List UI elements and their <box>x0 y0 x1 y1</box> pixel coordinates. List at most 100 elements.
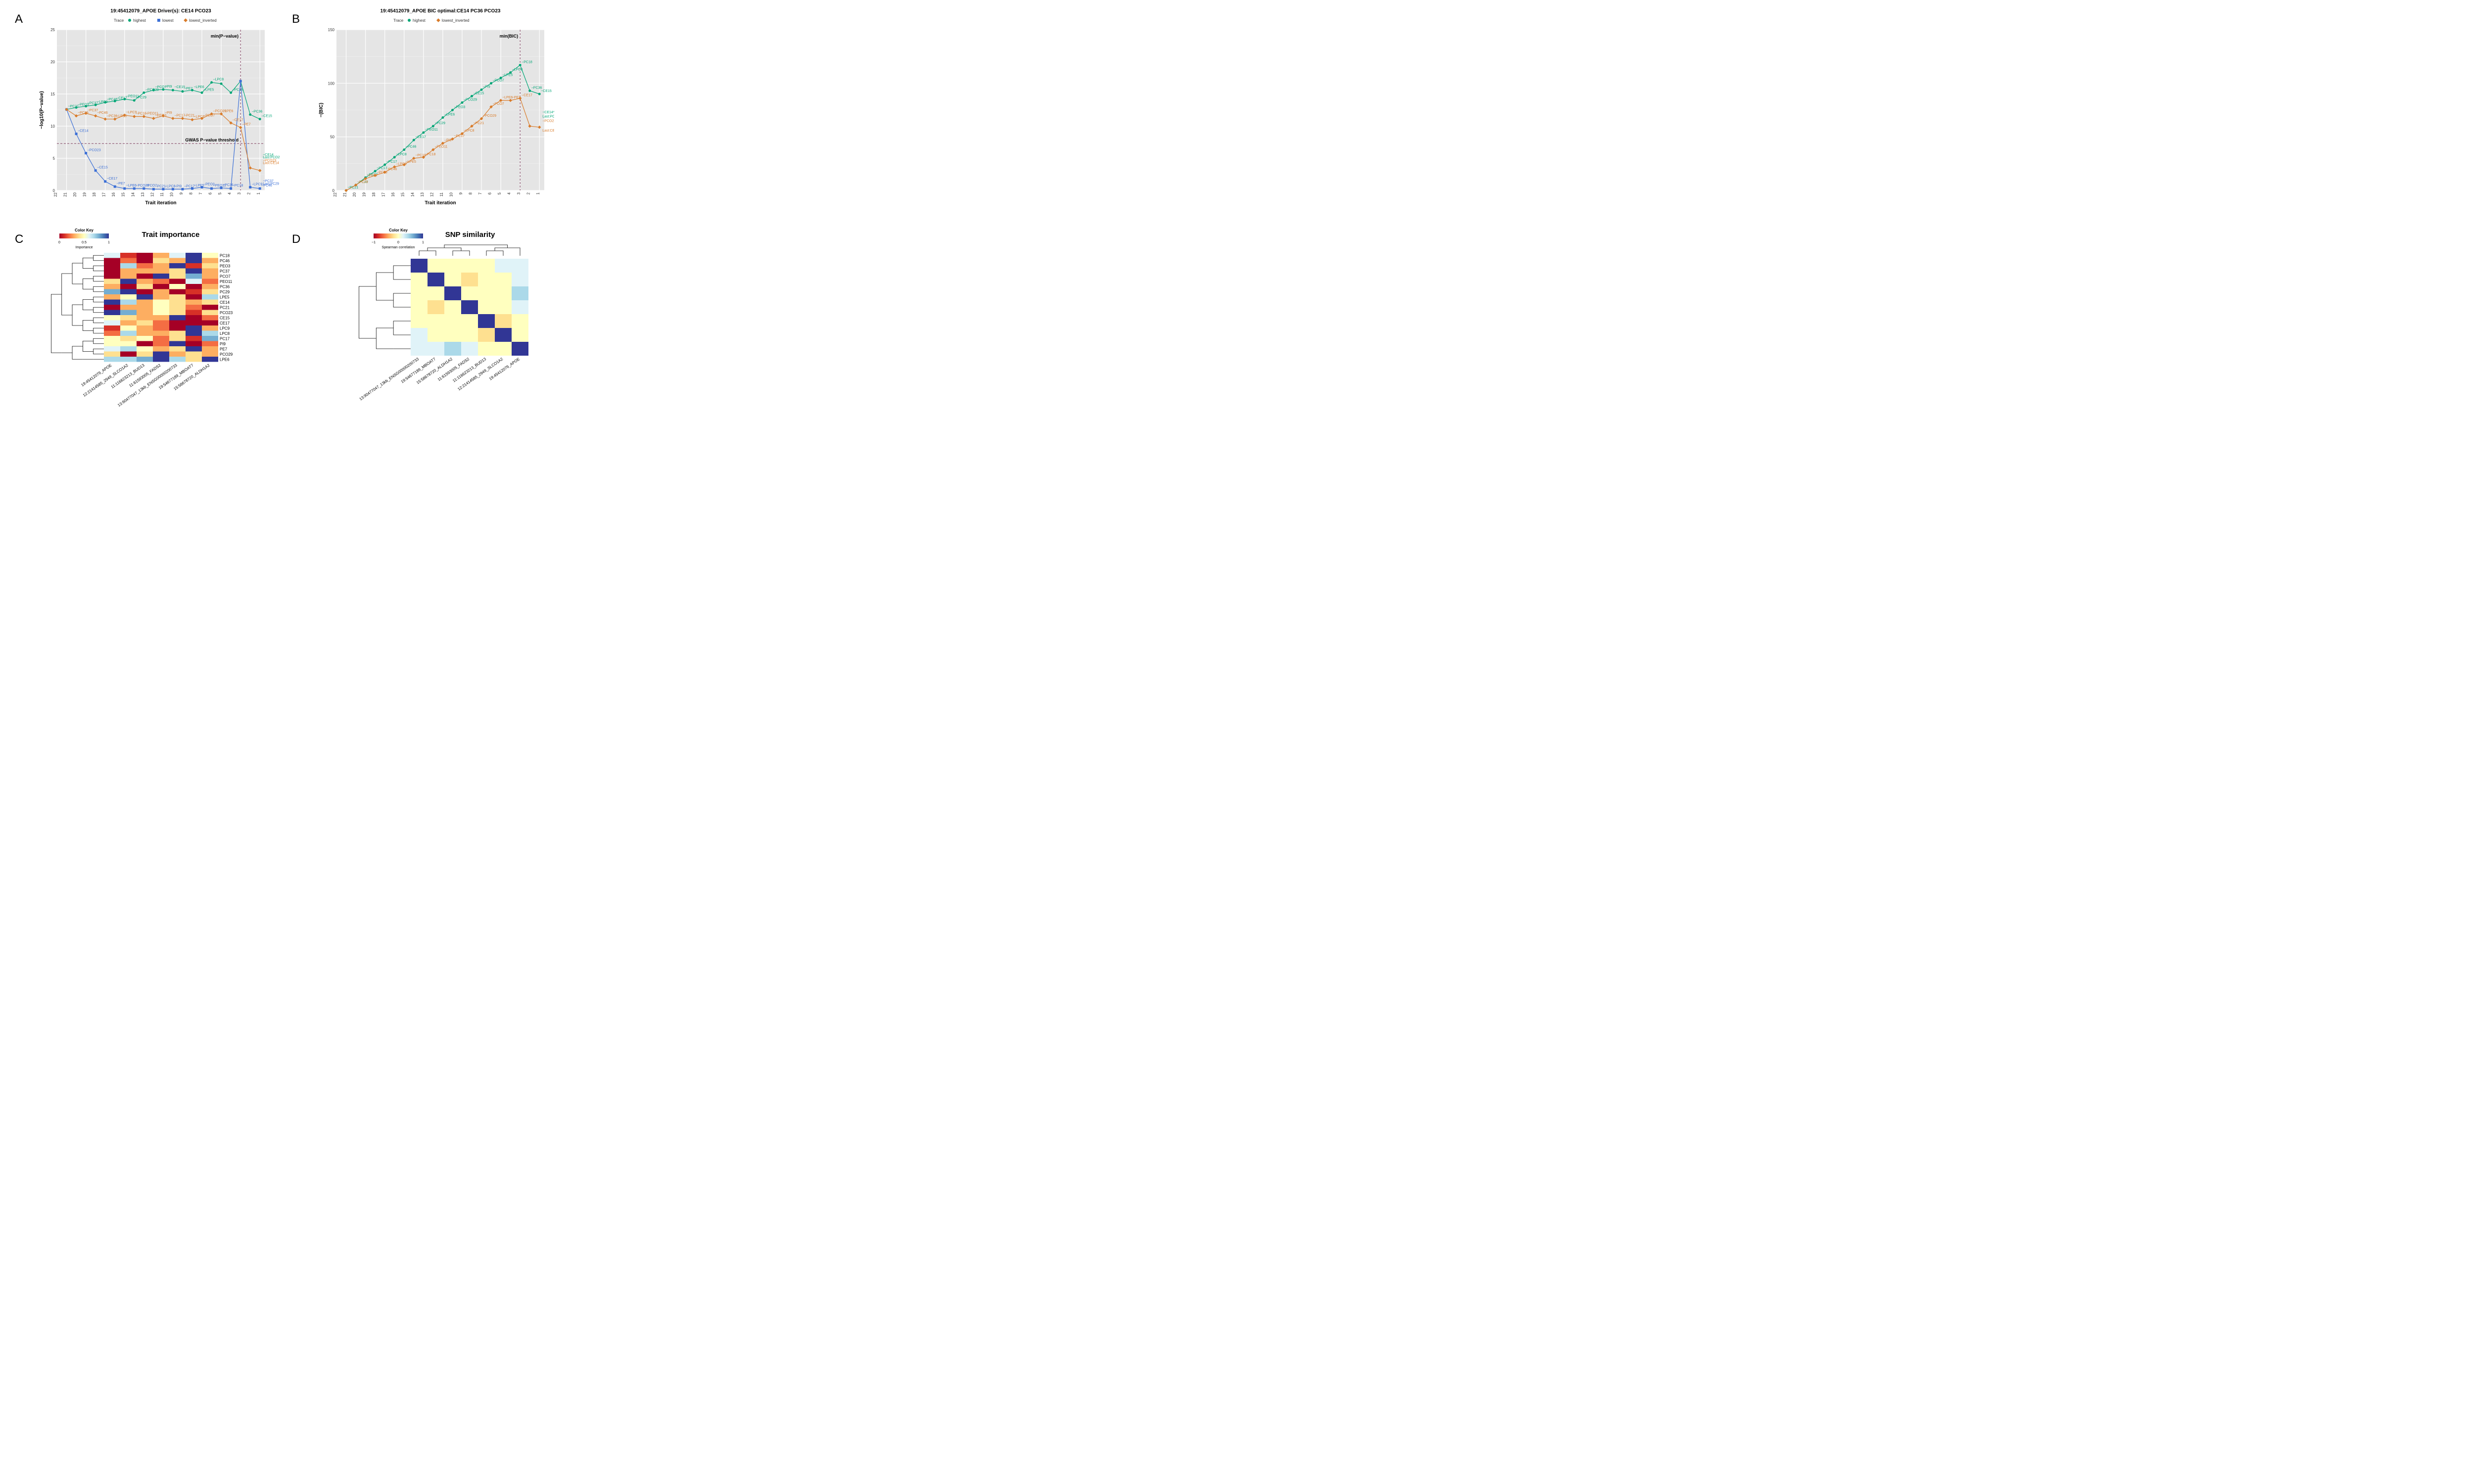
svg-text:−PC36: −PC36 <box>107 115 118 118</box>
svg-text:CE17: CE17 <box>220 321 230 325</box>
svg-text:16: 16 <box>111 192 116 196</box>
svg-text:10: 10 <box>169 192 174 196</box>
svg-text:5: 5 <box>53 156 55 161</box>
svg-text:Last:CE14*: Last:CE14* <box>542 129 554 133</box>
svg-text:8: 8 <box>189 192 193 194</box>
svg-text:11: 11 <box>439 192 444 196</box>
svg-text:−CE14*: −CE14* <box>542 111 554 114</box>
svg-text:19:45412079_APOE Driver(s): CE: 19:45412079_APOE Driver(s): CE14 PCO23 <box>110 8 211 14</box>
panel-label-a: A <box>15 12 23 26</box>
panel-label-c: C <box>15 232 23 246</box>
svg-text:10: 10 <box>50 124 55 129</box>
svg-text:−PC36: −PC36 <box>531 87 542 90</box>
svg-text:lowest_inverted: lowest_inverted <box>189 18 217 23</box>
svg-text:13:90477047_13kb_ENSG000002007: 13:90477047_13kb_ENSG00000200733 <box>359 357 420 402</box>
svg-text:0: 0 <box>53 188 55 193</box>
svg-text:12: 12 <box>429 192 434 196</box>
svg-text:−PC18: −PC18 <box>522 61 532 64</box>
svg-text:−PC36: −PC36 <box>252 110 263 114</box>
svg-text:17: 17 <box>102 192 106 196</box>
svg-text:SNP similarity: SNP similarity <box>445 231 495 239</box>
svg-text:0: 0 <box>333 188 335 193</box>
svg-text:−PC21: −PC21 <box>184 114 195 117</box>
panel-c-heatmap: Color Key00.51ImportanceTrait importance… <box>32 225 275 408</box>
svg-text:15: 15 <box>121 192 126 196</box>
svg-text:−PC29: −PC29 <box>136 96 146 99</box>
svg-text:−PC17: −PC17 <box>386 160 397 164</box>
svg-text:PI9: PI9 <box>220 342 226 346</box>
svg-text:−PCO7: −PCO7 <box>493 79 504 82</box>
svg-text:−PCO23: −PCO23 <box>88 149 101 152</box>
svg-text:PC18: PC18 <box>220 253 230 258</box>
svg-text:PE7: PE7 <box>220 347 228 351</box>
svg-text:−CE15: −CE15 <box>97 166 108 170</box>
svg-text:0.5: 0.5 <box>82 241 87 244</box>
svg-text:1: 1 <box>108 241 110 244</box>
svg-text:−PC46: −PC46 <box>97 111 108 115</box>
svg-text:PC17: PC17 <box>220 336 230 341</box>
panel-label-d: D <box>292 232 300 246</box>
svg-text:−LPE5: −LPE5 <box>406 160 416 164</box>
svg-text:Trace: Trace <box>393 18 404 23</box>
svg-text:150: 150 <box>328 28 335 32</box>
svg-text:−LPE6: −LPE6 <box>502 96 513 99</box>
svg-text:−PE7: −PE7 <box>242 123 250 127</box>
svg-text:−CE17: −CE17 <box>415 136 426 139</box>
svg-text:−CE15: −CE15 <box>174 86 185 89</box>
svg-text:−1: −1 <box>372 241 376 244</box>
svg-text:−PC18: −PC18 <box>233 184 243 187</box>
svg-text:Spearman correlation: Spearman correlation <box>382 246 415 249</box>
svg-text:PC29: PC29 <box>220 290 230 294</box>
svg-text:−log10(P−value): −log10(P−value) <box>39 91 45 129</box>
svg-text:−PC21: −PC21 <box>473 122 484 125</box>
svg-text:19:45412079_APOE BIC optimal:C: 19:45412079_APOE BIC optimal:CE14 PC36 P… <box>381 8 501 14</box>
svg-text:CE14: CE14 <box>220 300 230 305</box>
svg-text:21: 21 <box>63 192 68 196</box>
svg-text:PCO29: PCO29 <box>220 352 233 357</box>
svg-text:−PE7: −PE7 <box>116 182 125 186</box>
svg-text:PC36: PC36 <box>220 284 230 289</box>
svg-text:−PCO23: −PCO23 <box>542 119 554 123</box>
svg-text:−PC29: −PC29 <box>357 181 368 184</box>
svg-text:22: 22 <box>53 192 58 196</box>
svg-text:−PI9: −PI9 <box>165 111 172 115</box>
svg-text:−LPC9: −LPC9 <box>252 183 263 186</box>
svg-text:min(P−value): min(P−value) <box>211 34 238 39</box>
svg-text:LPE5: LPE5 <box>220 295 230 299</box>
svg-text:lowest: lowest <box>162 18 174 23</box>
svg-text:−PI9: −PI9 <box>483 85 490 89</box>
svg-text:−PEO11: −PEO11 <box>425 128 438 132</box>
svg-text:2: 2 <box>247 192 251 194</box>
svg-text:4: 4 <box>228 192 232 194</box>
svg-text:−PCO29: −PCO29 <box>483 114 496 118</box>
panel-a-chart: 19:45412079_APOE Driver(s): CE14 PCO23 Tr… <box>32 7 280 220</box>
svg-text:−PC18: −PC18 <box>425 153 436 156</box>
svg-text:−PC17: −PC17 <box>377 167 387 170</box>
svg-text:Trace: Trace <box>114 18 124 23</box>
svg-text:0: 0 <box>397 241 399 244</box>
svg-text:−PC17: −PC17 <box>174 114 185 117</box>
svg-text:16: 16 <box>391 192 395 196</box>
svg-text:−LPE5: −LPE5 <box>203 88 214 92</box>
svg-text:5: 5 <box>497 192 502 194</box>
svg-text:−PC21: −PC21 <box>155 185 166 188</box>
svg-text:15: 15 <box>401 192 405 196</box>
svg-text:Last:CE14: Last:CE14 <box>263 162 279 165</box>
svg-text:highest: highest <box>413 18 426 23</box>
svg-text:−LPC8: −LPC8 <box>396 153 407 156</box>
svg-text:LPE6: LPE6 <box>220 357 230 362</box>
svg-text:highest: highest <box>133 18 146 23</box>
svg-text:PC37: PC37 <box>220 269 230 274</box>
svg-text:19: 19 <box>83 192 87 196</box>
svg-text:20: 20 <box>73 192 77 196</box>
svg-text:−LPE6: −LPE6 <box>193 86 204 89</box>
svg-text:lowest_inverted: lowest_inverted <box>442 18 470 23</box>
panel-b-chart: 19:45412079_APOE BIC optimal:CE14 PC36 P… <box>312 7 554 220</box>
svg-text:LPC8: LPC8 <box>220 331 230 336</box>
svg-text:3: 3 <box>237 192 241 194</box>
svg-text:PCO7: PCO7 <box>220 274 231 278</box>
svg-text:1: 1 <box>256 192 261 194</box>
svg-text:−PC46: −PC46 <box>386 168 397 171</box>
svg-text:−PCO29: −PCO29 <box>464 98 477 101</box>
svg-text:−CE17: −CE17 <box>233 119 243 122</box>
